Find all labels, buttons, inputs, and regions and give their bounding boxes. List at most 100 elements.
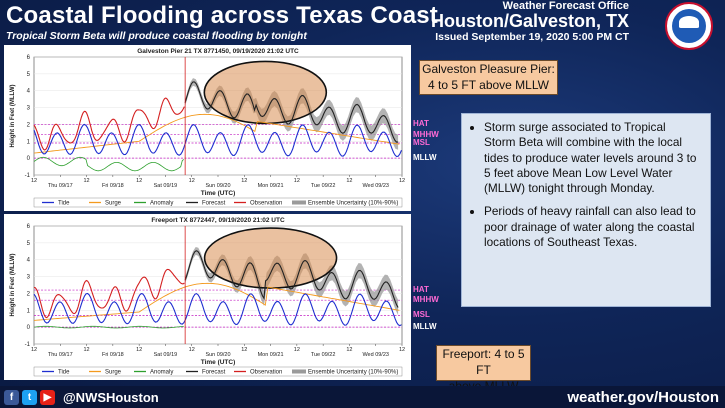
y-tick-label: 6	[27, 55, 31, 61]
x-tick-label: 12	[84, 347, 90, 353]
tide-line	[33, 123, 403, 158]
y-axis-label: Height in Feet (MLLW)	[10, 85, 16, 148]
x-tick-label: Sat 09/19	[154, 352, 178, 358]
y-tick-label: 4	[27, 258, 31, 264]
x-tick-label: Tue 09/22	[311, 183, 336, 189]
legend-label: Surge	[105, 201, 122, 207]
noaa-logo-icon	[665, 2, 713, 50]
x-tick-label: 12	[84, 178, 90, 184]
observation-line	[33, 97, 185, 151]
chart-title: Galveston Pier 21 TX 8771450, 09/19/2020…	[137, 48, 299, 55]
surge-line	[33, 282, 400, 321]
observation-line	[33, 268, 185, 319]
legend-label: Forecast	[202, 201, 226, 207]
youtube-icon[interactable]: ▶	[40, 390, 55, 405]
footer-bar	[0, 386, 725, 408]
legend-box	[33, 366, 403, 377]
x-tick-label: Mon 09/21	[258, 352, 284, 358]
legend-swatch	[292, 200, 306, 205]
freeport-callout-line1: Freeport: 4 to 5 FT	[442, 347, 525, 377]
y-tick-label: 5	[27, 241, 31, 247]
anomaly-line	[33, 325, 184, 329]
legend-label: Anomaly	[150, 370, 173, 376]
x-tick-label: Sun 09/20	[205, 352, 230, 358]
y-axis-label: Height in Feet (MLLW)	[10, 254, 16, 317]
datum-label: MHHW	[413, 295, 439, 305]
y-tick-label: 3	[27, 106, 31, 112]
tide-line	[33, 292, 402, 327]
x-tick-label: 12	[346, 347, 352, 353]
facebook-icon[interactable]: f	[4, 390, 19, 405]
y-tick-label: 0	[27, 156, 31, 162]
x-tick-label: Tue 09/22	[311, 352, 336, 358]
twitter-icon[interactable]: t	[22, 390, 37, 405]
x-axis-label: Time (UTC)	[201, 190, 236, 197]
x-tick-label: 12	[399, 178, 405, 184]
bullet-item: Storm surge associated to Tropical Storm…	[484, 120, 700, 196]
legend-label: Observation	[250, 370, 282, 376]
x-tick-label: 12	[294, 178, 300, 184]
x-tick-label: Thu 09/17	[48, 183, 73, 189]
freeport-chart: Freeport TX 8772447, 09/19/2020 21:02 UT…	[10, 217, 405, 377]
legend-label: Tide	[58, 201, 70, 207]
x-tick-label: 12	[241, 178, 247, 184]
forecast-line	[184, 250, 399, 308]
social-handle[interactable]: @NWSHouston	[63, 390, 159, 405]
y-tick-label: 4	[27, 89, 31, 95]
office-label: Weather Forecast Office	[502, 0, 629, 12]
page-subtitle: Tropical Storm Beta will produce coastal…	[6, 30, 307, 42]
y-tick-label: 5	[27, 72, 31, 78]
highlight-ellipse	[203, 227, 338, 289]
legend-box	[33, 197, 403, 208]
legend-label: Forecast	[202, 370, 226, 376]
x-tick-label: Sat 09/19	[154, 183, 178, 189]
x-tick-label: Wed 09/23	[362, 183, 389, 189]
y-tick-label: 1	[27, 308, 31, 314]
x-tick-label: 12	[136, 178, 142, 184]
x-tick-label: Wed 09/23	[362, 352, 389, 358]
x-tick-label: 12	[189, 347, 195, 353]
bullet-list: Storm surge associated to Tropical Storm…	[468, 120, 700, 250]
surge-line	[33, 113, 400, 154]
galveston-chart: Galveston Pier 21 TX 8771450, 09/19/2020…	[10, 48, 405, 208]
legend-label: Observation	[250, 201, 282, 207]
datum-label: MLLW	[413, 153, 437, 163]
datum-label: MSL	[413, 137, 430, 147]
bullet-item: Periods of heavy rainfall can also lead …	[484, 204, 700, 250]
office-name: Houston/Galveston, TX	[430, 11, 629, 31]
x-axis-label: Time (UTC)	[201, 359, 236, 366]
datum-label: MLLW	[413, 322, 437, 332]
x-tick-label: 12	[136, 347, 142, 353]
galveston-callout: Galveston Pleasure Pier: 4 to 5 FT above…	[419, 60, 558, 95]
x-tick-label: Fri 09/18	[102, 352, 124, 358]
x-tick-label: Sun 09/20	[205, 183, 230, 189]
x-tick-label: Mon 09/21	[258, 183, 284, 189]
legend-label: Anomaly	[150, 201, 173, 207]
legend-swatch	[292, 369, 306, 374]
social-icons: f t ▶	[4, 390, 55, 405]
galveston-callout-line1: Galveston Pleasure Pier:	[422, 62, 555, 76]
x-tick-label: 12	[346, 178, 352, 184]
y-tick-label: 2	[27, 122, 31, 128]
anomaly-line	[33, 156, 185, 172]
x-tick-label: 12	[31, 347, 37, 353]
y-tick-label: 1	[27, 139, 31, 145]
x-tick-label: 12	[241, 347, 247, 353]
legend-label: Tide	[58, 370, 70, 376]
datum-label: HAT	[413, 119, 429, 129]
freeport-callout: Freeport: 4 to 5 FT above MLLW	[436, 345, 531, 393]
datum-label: HAT	[413, 285, 429, 295]
y-tick-label: 3	[27, 275, 31, 281]
y-tick-label: -1	[25, 173, 31, 179]
x-tick-label: Thu 09/17	[48, 352, 73, 358]
y-tick-label: -1	[25, 342, 31, 348]
galveston-chart-panel: Galveston Pier 21 TX 8771450, 09/19/2020…	[4, 45, 411, 211]
legend-label: Ensemble Uncertainty (10%-90%)	[308, 201, 398, 207]
website-link[interactable]: weather.gov/Houston	[567, 389, 719, 406]
x-tick-label: 12	[294, 347, 300, 353]
info-box: Storm surge associated to Tropical Storm…	[461, 113, 711, 307]
legend-label: Surge	[105, 370, 122, 376]
y-tick-label: 6	[27, 224, 31, 230]
page-title: Coastal Flooding across Texas Coast	[6, 2, 439, 29]
datum-label: MHHW	[413, 129, 439, 139]
